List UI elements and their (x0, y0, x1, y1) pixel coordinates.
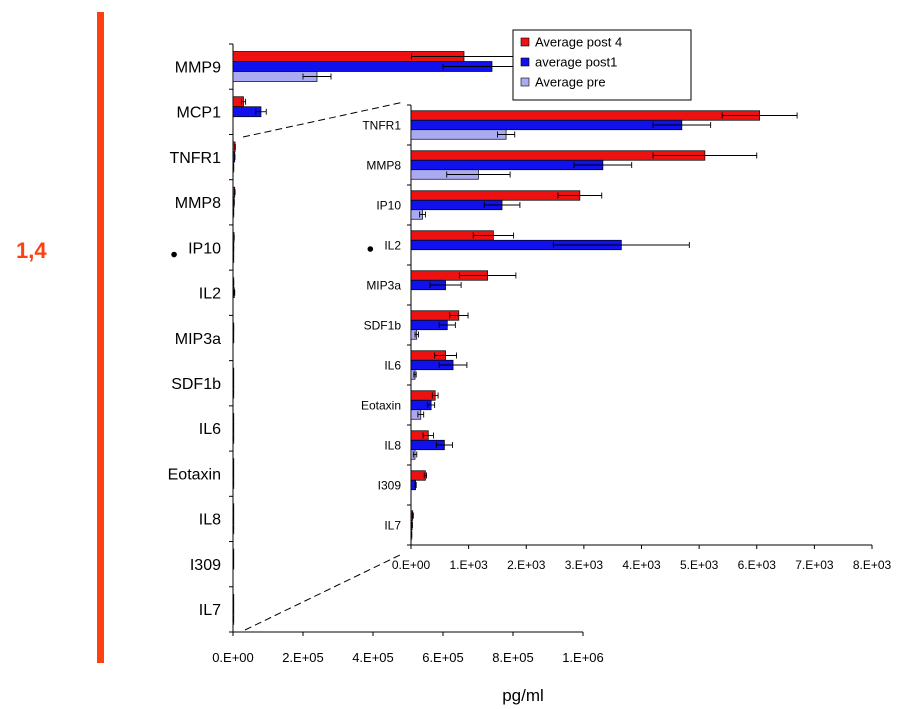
main-category-label-i309: I309 (190, 557, 221, 574)
main-category-label-ip10: IP10 (188, 240, 221, 257)
main-category-label-tnfr1: TNFR1 (169, 150, 221, 167)
side-label: 1,4 (16, 238, 47, 263)
inset-x-tick-label: 7.E+03 (795, 558, 834, 572)
main-x-tick-label: 1.E+06 (562, 650, 604, 665)
inset-category-label-i309: I309 (378, 478, 402, 492)
main-category-label-il2: IL2 (199, 286, 221, 303)
zoom-connectors (242, 101, 405, 631)
main-category-label-mip3a: MIP3a (175, 331, 221, 348)
inset-x-tick-label: 2.E+03 (507, 558, 546, 572)
inset-category-label-il6: IL6 (384, 358, 401, 372)
inset-x-tick-label: 8.E+03 (853, 558, 892, 572)
main-category-label-mcp1: MCP1 (177, 105, 222, 122)
main-category-label-mmp8: MMP8 (175, 195, 221, 212)
inset-category-label-mip3a: MIP3a (366, 278, 401, 292)
legend-label-3: Average pre (535, 75, 606, 90)
main-x-tick-label: 4.E+05 (352, 650, 394, 665)
inset-category-label-il7: IL7 (384, 518, 401, 532)
main-x-tick-label: 0.E+00 (212, 650, 254, 665)
main-x-tick-label: 6.E+05 (422, 650, 464, 665)
legend-box (512, 29, 692, 101)
connector-bottom (244, 554, 401, 631)
inset-category-label-il8: IL8 (384, 438, 401, 452)
inset-category-label-sdf1b: SDF1b (364, 318, 402, 332)
main-category-label-eotaxin: Eotaxin (168, 466, 221, 483)
inset-x-tick-label: 4.E+03 (622, 558, 661, 572)
inset-bar-tnfr1-s2 (410, 119, 683, 131)
inset-bar-tnfr1-s1 (410, 110, 760, 121)
inset-bullet-marker (367, 246, 374, 252)
inset-category-label-mmp8: MMP8 (366, 158, 401, 172)
main-bullet-marker (171, 251, 177, 258)
inset-x-tick-label: 1.E+03 (449, 558, 488, 572)
inset-bar-tnfr1-s3 (410, 129, 507, 140)
accent-bar (97, 12, 104, 663)
main-category-label-il7: IL7 (199, 602, 221, 619)
inset-x-tick-label: 6.E+03 (738, 558, 777, 572)
inset-bar-ip10-s1 (410, 190, 581, 201)
inset-bar-eotaxin-s1 (410, 390, 436, 401)
inset-bar-i309-s1 (410, 470, 426, 481)
legend-label-2: average post1 (535, 55, 617, 70)
connector-top (242, 101, 405, 138)
x-axis-title: pg/ml (502, 686, 544, 705)
main-category-label-il8: IL8 (199, 512, 221, 529)
inset-category-label-tnfr1: TNFR1 (362, 118, 401, 132)
main-x-tick-label: 2.E+05 (282, 650, 324, 665)
legend-swatch-2 (520, 57, 530, 67)
inset-x-tick-label: 5.E+03 (680, 558, 719, 572)
legend-swatch-3 (520, 77, 530, 87)
legend: Average post 4 average post1 Average pre (512, 29, 692, 101)
main-x-tick-label: 8.E+05 (492, 650, 534, 665)
inset-category-label-eotaxin: Eotaxin (361, 398, 401, 412)
legend-swatch-1 (520, 37, 530, 47)
main-category-label-il6: IL6 (199, 421, 221, 438)
inset-x-tick-label: 0.E+00 (392, 558, 431, 572)
inset-x-tick-label: 3.E+03 (565, 558, 604, 572)
inset-category-label-il2: IL2 (384, 238, 401, 252)
legend-label-1: Average post 4 (535, 35, 622, 50)
inset-plot: 0.E+00 1.E+03 2.E+03 3.E+03 4.E+03 5.E+03 6.E+… (361, 104, 892, 572)
inset-category-label-ip10: IP10 (376, 198, 401, 212)
main-category-label-mmp9: MMP9 (175, 59, 221, 76)
main-plot: 0.E+00 2.E+05 4.E+05 6.E+05 8.E+05 1.E+06 MMP9… (168, 43, 604, 705)
main-category-label-sdf1b: SDF1b (171, 376, 221, 393)
